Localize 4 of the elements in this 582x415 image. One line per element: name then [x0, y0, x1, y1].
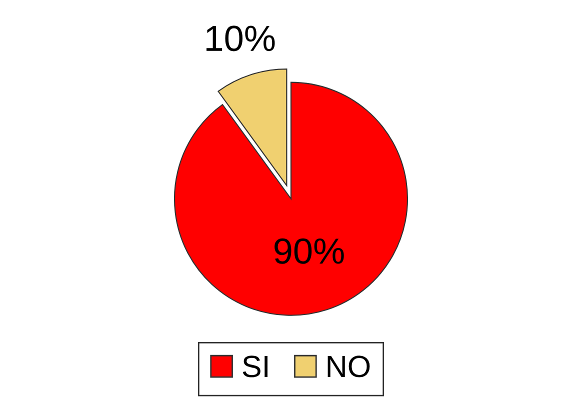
- legend-label: SI: [242, 356, 268, 378]
- data-label: 90%: [274, 238, 344, 264]
- legend-label: NO: [328, 356, 370, 378]
- data-label: 10%: [206, 26, 275, 52]
